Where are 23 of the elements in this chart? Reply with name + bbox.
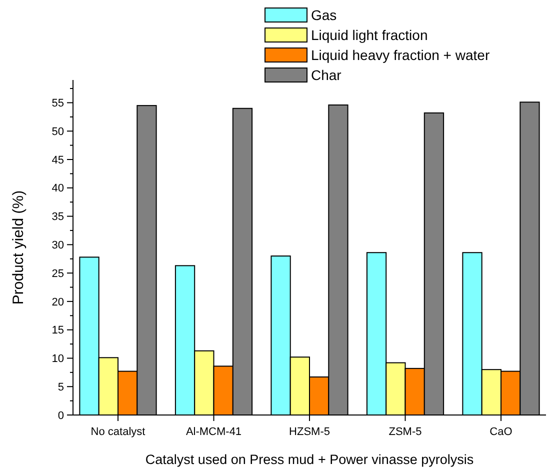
y-tick-label: 5 — [58, 381, 64, 394]
x-tick-label: No catalyst — [90, 426, 146, 438]
y-tick-label: 40 — [52, 182, 64, 195]
y-tick-label: 50 — [52, 126, 64, 138]
x-tick-label: Al-MCM-41 — [186, 426, 242, 438]
y-tick-label: 35 — [52, 211, 64, 224]
y-tick-label: 45 — [52, 154, 64, 166]
y-axis-title: Product yield (%) — [10, 190, 27, 305]
y-tick-label: 15 — [52, 324, 64, 337]
y-tick-label: 20 — [52, 296, 64, 308]
legend-label: Char — [311, 67, 342, 83]
y-tick-label: 30 — [52, 240, 64, 252]
x-tick-label: ZSM-5 — [388, 426, 422, 438]
y-tick-label: 25 — [52, 268, 64, 280]
legend-label: Liquid heavy fraction + water — [311, 47, 490, 63]
y-tick-label: 10 — [52, 353, 64, 366]
y-tick-label: 55 — [52, 98, 64, 110]
y-tick-label: 0 — [58, 410, 64, 422]
legend-label: Gas — [311, 7, 337, 23]
x-axis-title: Catalyst used on Press mud + Power vinasse pyrolysis — [145, 452, 474, 467]
legend-label: Liquid light fraction — [311, 27, 428, 43]
x-tick-label: HZSM-5 — [289, 426, 330, 438]
x-tick-label: CaO — [490, 426, 513, 438]
